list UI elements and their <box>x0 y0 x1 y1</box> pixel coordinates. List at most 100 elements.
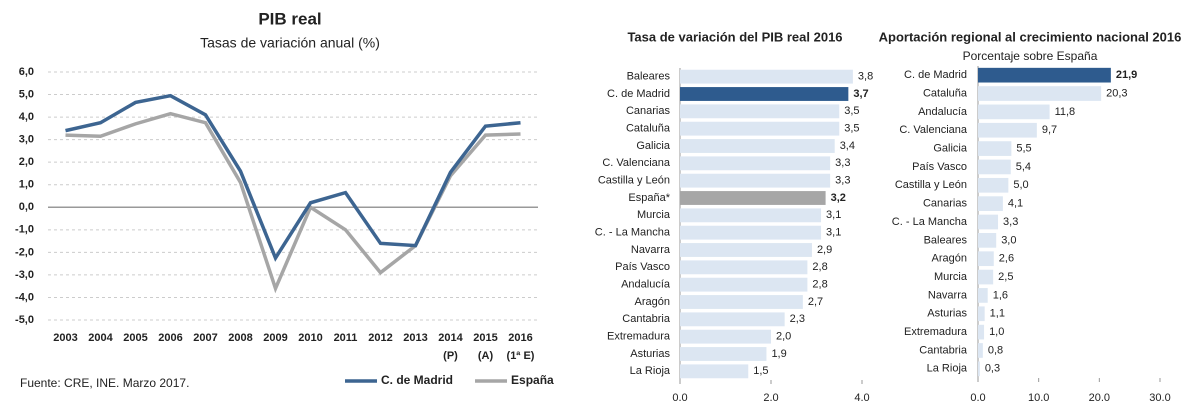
category-label: Murcia <box>637 209 671 221</box>
bar <box>680 329 771 344</box>
bar <box>680 104 840 119</box>
x-tick-label: 30,0 <box>1149 392 1170 401</box>
bar <box>978 251 994 267</box>
legend-label: C. de Madrid <box>381 373 453 387</box>
category-label: Andalucía <box>621 279 671 291</box>
value-label: 2,3 <box>790 313 805 325</box>
bar <box>978 67 1111 83</box>
category-label: País Vasco <box>615 261 670 273</box>
y-tick-label: 5,0 <box>19 88 34 100</box>
category-label: Extremadura <box>607 331 671 343</box>
y-tick-label: 6,0 <box>19 66 34 78</box>
bar <box>978 269 994 285</box>
value-label: 9,7 <box>1042 124 1057 136</box>
x-tick-sublabel: (1ª E) <box>507 350 535 362</box>
value-label: 3,4 <box>840 140 855 152</box>
category-label: Castilla y León <box>598 175 670 187</box>
bar <box>978 86 1102 101</box>
y-tick-label: -2,0 <box>15 246 34 258</box>
category-label: Canarias <box>923 198 968 210</box>
category-label: País Vasco <box>912 161 967 173</box>
value-label: 3,5 <box>844 105 859 117</box>
x-tick-label: 2009 <box>263 332 287 344</box>
x-tick-label: 2013 <box>403 332 427 344</box>
category-label: Extremadura <box>904 326 968 338</box>
source-note: Fuente: CRE, INE. Marzo 2017. <box>20 376 189 390</box>
bar <box>680 156 831 171</box>
x-tick-label: 2005 <box>123 332 147 344</box>
category-label: C. Valenciana <box>602 157 671 169</box>
category-label: Cantabria <box>919 344 968 356</box>
bar <box>680 87 849 101</box>
y-tick-label: -5,0 <box>15 314 34 326</box>
category-label: Castilla y León <box>895 179 967 191</box>
category-label: Navarra <box>928 289 968 301</box>
value-label: 1,0 <box>989 326 1004 338</box>
value-label: 1,6 <box>993 289 1008 301</box>
value-label: 5,4 <box>1016 161 1031 173</box>
value-label: 3,5 <box>844 123 859 135</box>
y-tick-label: -4,0 <box>15 291 34 303</box>
chart-subtitle: Tasas de variación anual (%) <box>200 35 380 51</box>
x-tick-label: 2010 <box>298 332 322 344</box>
legend-label: España <box>511 373 554 387</box>
value-label: 1,1 <box>990 308 1005 320</box>
category-label: España* <box>628 192 670 204</box>
bar <box>680 121 840 136</box>
chart-subtitle: Porcentaje sobre España <box>963 49 1098 63</box>
x-tick-label: 2004 <box>88 332 113 344</box>
y-tick-label: 3,0 <box>19 134 34 146</box>
x-tick-label: 0,0 <box>970 392 985 401</box>
x-tick-label: 2011 <box>334 332 358 344</box>
x-tick-label: 2015 <box>473 332 497 344</box>
chart-title: PIB real <box>258 9 321 28</box>
bar <box>680 260 808 275</box>
value-label: 2,8 <box>812 279 827 291</box>
bar <box>978 104 1050 120</box>
bar <box>680 139 835 153</box>
category-label: Aragón <box>635 296 670 308</box>
value-label: 2,5 <box>998 271 1013 283</box>
y-tick-label: 0,0 <box>19 201 34 213</box>
y-tick-label: 1,0 <box>19 179 34 191</box>
value-label: 11,8 <box>1055 106 1076 118</box>
category-label: C. - La Mancha <box>595 227 671 239</box>
bar <box>680 69 853 84</box>
value-label: 2,6 <box>999 253 1014 265</box>
category-label: Andalucía <box>918 106 968 118</box>
category-label: Cataluña <box>923 87 968 99</box>
x-tick-label: 2006 <box>158 332 182 344</box>
value-label: 3,3 <box>1003 216 1018 228</box>
bar <box>978 177 1009 193</box>
bar <box>680 347 767 361</box>
category-label: C. de Madrid <box>904 69 967 81</box>
x-tick-label: 2014 <box>438 332 463 344</box>
category-label: Galicia <box>933 142 968 154</box>
category-label: Baleares <box>924 234 968 246</box>
bar <box>680 295 803 309</box>
category-label: Canarias <box>626 105 671 117</box>
category-label: C. de Madrid <box>607 88 670 100</box>
value-label: 3,3 <box>835 175 850 187</box>
value-label: 2,7 <box>808 296 823 308</box>
chart-title: Aportación regional al crecimiento nacio… <box>879 29 1182 44</box>
category-label: Murcia <box>934 271 968 283</box>
value-label: 3,8 <box>858 71 873 83</box>
bar <box>978 343 983 358</box>
category-label: La Rioja <box>927 363 968 375</box>
value-label: 3,7 <box>853 88 868 100</box>
value-label: 4,1 <box>1008 198 1023 210</box>
value-label: 5,5 <box>1016 142 1031 154</box>
bar <box>978 361 980 377</box>
bar <box>978 122 1037 138</box>
bar <box>680 364 749 379</box>
x-tick-label: 2,0 <box>763 392 778 401</box>
bar <box>680 173 831 188</box>
category-label: Asturias <box>927 308 967 320</box>
value-label: 0,8 <box>988 344 1003 356</box>
value-label: 3,1 <box>826 209 841 221</box>
category-label: Aragón <box>932 253 967 265</box>
category-label: Baleares <box>627 71 671 83</box>
x-tick-label: 10,0 <box>1028 392 1049 401</box>
series-line <box>65 93 521 262</box>
